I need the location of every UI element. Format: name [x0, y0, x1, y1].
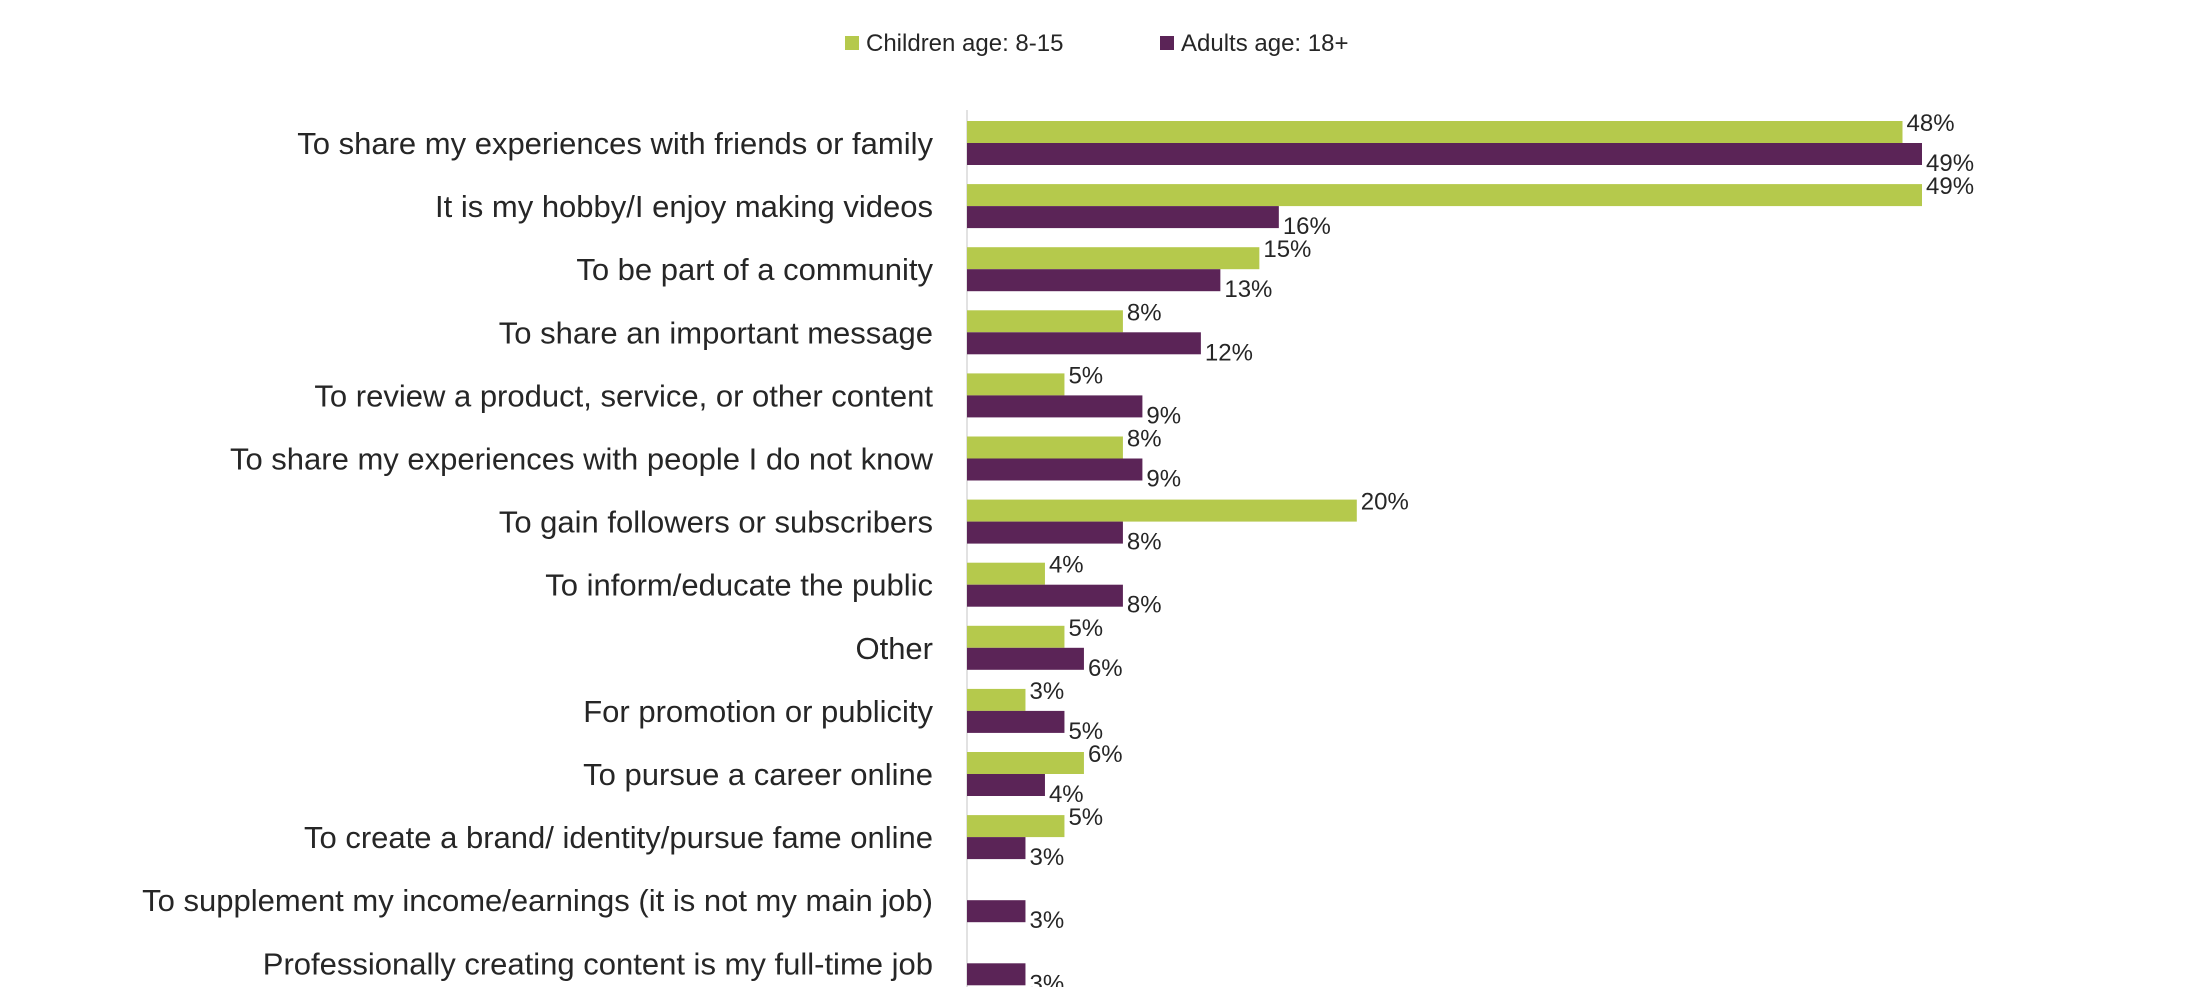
- legend-swatch-children: [845, 36, 859, 50]
- bar-children-it-is-my-hobby-i-enjoy-making-videos: [967, 184, 1922, 207]
- category-label-to-be-part-of-a-community: To be part of a community: [576, 252, 933, 287]
- value-label-children-to-review-a-product-service-or-other-con: 5%: [1068, 362, 1103, 389]
- category-label-professionally-creating-content-is-my-fu: Professionally creating content is my fu…: [263, 946, 933, 981]
- category-label-to-share-my-experiences-with-people-i-do: To share my experiences with people I do…: [230, 442, 934, 477]
- value-label-children-to-inform-educate-the-public: 4%: [1049, 552, 1084, 579]
- value-label-children-to-be-part-of-a-community: 15%: [1263, 236, 1311, 263]
- bar-children-to-review-a-product-service-or-other-con: [967, 373, 1065, 396]
- category-label-to-create-a-brand-identity-pursue-fame-o: To create a brand/ identity/pursue fame …: [304, 820, 933, 855]
- bar-children-to-be-part-of-a-community: [967, 247, 1260, 270]
- category-label-to-inform-educate-the-public: To inform/educate the public: [545, 568, 933, 603]
- category-label-to-gain-followers-or-subscribers: To gain followers or subscribers: [499, 505, 933, 540]
- bar-adults-to-create-a-brand-identity-pursue-fame-o: [967, 837, 1026, 860]
- value-label-children-to-share-my-experiences-with-friends-or-: 48%: [1907, 110, 1955, 137]
- legend-item-adults: Adults age: 18+: [1160, 30, 1348, 57]
- value-label-adults-other: 6%: [1088, 655, 1123, 682]
- bar-adults-to-review-a-product-service-or-other-con: [967, 395, 1143, 418]
- bar-children-to-create-a-brand-identity-pursue-fame-o: [967, 815, 1065, 838]
- value-label-children-to-create-a-brand-identity-pursue-fame-o: 5%: [1068, 804, 1103, 831]
- legend-item-children: Children age: 8-15: [845, 30, 1063, 57]
- category-label-to-share-my-experiences-with-friends-or-: To share my experiences with friends or …: [297, 126, 933, 161]
- value-labels-group: 48%49%49%16%15%13%8%12%5%9%8%9%20%8%4%8%…: [1029, 110, 1974, 987]
- value-label-children-to-share-an-important-message: 8%: [1127, 299, 1162, 326]
- category-label-to-pursue-a-career-online: To pursue a career online: [583, 757, 933, 792]
- value-label-children-to-pursue-a-career-online: 6%: [1088, 741, 1123, 768]
- bar-adults-to-gain-followers-or-subscribers: [967, 521, 1123, 544]
- legend-label-children: Children age: 8-15: [866, 30, 1063, 57]
- bar-children-to-share-an-important-message: [967, 310, 1123, 333]
- bar-children-to-pursue-a-career-online: [967, 752, 1084, 774]
- bar-adults-to-pursue-a-career-online: [967, 774, 1045, 796]
- bar-adults-other: [967, 647, 1084, 670]
- category-label-it-is-my-hobby-i-enjoy-making-videos: It is my hobby/I enjoy making videos: [435, 189, 933, 224]
- bar-adults-it-is-my-hobby-i-enjoy-making-videos: [967, 206, 1279, 229]
- value-label-adults-to-share-my-experiences-with-people-i-do: 9%: [1146, 466, 1181, 493]
- bar-children-to-gain-followers-or-subscribers: [967, 499, 1357, 522]
- category-label-to-supplement-my-income-earnings-it-is-n: To supplement my income/earnings (it is …: [142, 883, 933, 918]
- category-label-for-promotion-or-publicity: For promotion or publicity: [583, 694, 933, 729]
- bar-children-other: [967, 625, 1065, 648]
- value-label-adults-professionally-creating-content-is-my-fu: 3%: [1029, 970, 1064, 987]
- legend: Children age: 8-15 Adults age: 18+: [845, 30, 1348, 57]
- legend-label-adults: Adults age: 18+: [1181, 30, 1348, 57]
- bar-children-for-promotion-or-publicity: [967, 688, 1026, 711]
- value-label-children-it-is-my-hobby-i-enjoy-making-videos: 49%: [1926, 173, 1974, 200]
- category-label-to-share-an-important-message: To share an important message: [499, 315, 933, 350]
- category-labels-group: To share my experiences with friends or …: [142, 126, 933, 981]
- bar-children-to-share-my-experiences-with-people-i-do: [967, 436, 1123, 459]
- bars-group: [967, 121, 1922, 986]
- value-label-adults-to-share-my-experiences-with-friends-or-: 49%: [1926, 150, 1974, 177]
- category-label-to-review-a-product-service-or-other-con: To review a product, service, or other c…: [314, 378, 933, 413]
- value-label-children-other: 5%: [1068, 615, 1103, 642]
- legend-swatch-adults: [1160, 36, 1174, 50]
- value-label-children-to-share-my-experiences-with-people-i-do: 8%: [1127, 426, 1162, 453]
- bar-adults-professionally-creating-content-is-my-fu: [967, 963, 1026, 986]
- bar-adults-to-supplement-my-income-earnings-it-is-n: [967, 900, 1026, 923]
- category-label-other: Other: [855, 631, 933, 666]
- value-label-adults-to-review-a-product-service-or-other-con: 9%: [1146, 402, 1181, 429]
- value-label-adults-to-inform-educate-the-public: 8%: [1127, 592, 1162, 619]
- bar-adults-to-share-an-important-message: [967, 332, 1201, 355]
- bar-children-to-inform-educate-the-public: [967, 562, 1045, 585]
- bar-adults-to-share-my-experiences-with-people-i-do: [967, 458, 1143, 481]
- value-label-adults-for-promotion-or-publicity: 5%: [1068, 718, 1103, 745]
- value-label-adults-to-gain-followers-or-subscribers: 8%: [1127, 529, 1162, 556]
- value-label-adults-to-be-part-of-a-community: 13%: [1224, 276, 1272, 303]
- value-label-adults-it-is-my-hobby-i-enjoy-making-videos: 16%: [1283, 213, 1331, 240]
- bar-adults-to-inform-educate-the-public: [967, 584, 1123, 607]
- value-label-children-to-gain-followers-or-subscribers: 20%: [1361, 489, 1409, 516]
- value-label-adults-to-supplement-my-income-earnings-it-is-n: 3%: [1029, 907, 1064, 934]
- bar-adults-for-promotion-or-publicity: [967, 710, 1065, 733]
- value-label-children-for-promotion-or-publicity: 3%: [1029, 678, 1064, 705]
- value-label-adults-to-create-a-brand-identity-pursue-fame-o: 3%: [1029, 844, 1064, 871]
- bar-adults-to-share-my-experiences-with-friends-or-: [967, 143, 1922, 165]
- value-label-adults-to-pursue-a-career-online: 4%: [1049, 781, 1084, 808]
- bar-adults-to-be-part-of-a-community: [967, 269, 1221, 292]
- value-label-adults-to-share-an-important-message: 12%: [1205, 339, 1253, 366]
- bar-children-to-share-my-experiences-with-friends-or-: [967, 121, 1903, 143]
